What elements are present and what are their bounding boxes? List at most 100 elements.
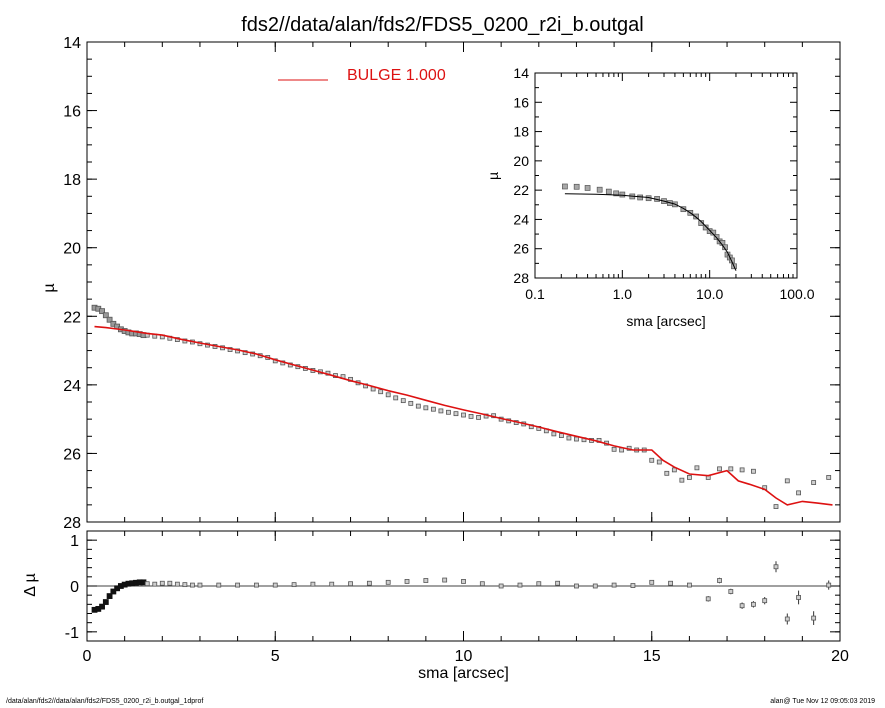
main-data-point bbox=[423, 405, 429, 411]
residual-data-point bbox=[272, 582, 278, 588]
inset-data-point bbox=[605, 188, 612, 195]
inset-data-point bbox=[619, 191, 626, 198]
main-data-point bbox=[811, 480, 817, 485]
inset-y-tick-label: 16 bbox=[513, 94, 529, 110]
main-y-tick-label: 24 bbox=[63, 378, 81, 395]
residual-data-point bbox=[197, 582, 203, 588]
residual-data-point bbox=[649, 579, 655, 585]
main-data-point bbox=[415, 403, 421, 409]
main-data-point bbox=[468, 413, 474, 419]
main-data-point bbox=[446, 409, 451, 415]
main-data-point bbox=[739, 467, 745, 473]
residual-data-point bbox=[423, 578, 429, 583]
main-data-point bbox=[408, 400, 414, 406]
main-data-point bbox=[679, 477, 685, 483]
main-y-axis-label: µ bbox=[41, 283, 58, 292]
residual-y-axis-label: Δ µ bbox=[22, 573, 39, 596]
residual-data-point bbox=[106, 593, 113, 599]
residual-data-point bbox=[216, 582, 222, 588]
residual-data-point bbox=[668, 580, 673, 586]
residual-x-tick-label: 0 bbox=[83, 648, 92, 665]
main-data-point bbox=[611, 446, 617, 452]
residual-data-point bbox=[348, 581, 353, 587]
main-model-line bbox=[94, 325, 833, 506]
inset-y-tick-label: 26 bbox=[513, 241, 529, 257]
residual-data-point bbox=[784, 616, 790, 622]
inset-data-point bbox=[562, 183, 568, 190]
residual-data-point bbox=[536, 581, 542, 587]
footer-timestamp: alan@ Tue Nov 12 09:05:03 2019 bbox=[770, 698, 875, 705]
main-data-point bbox=[385, 392, 391, 398]
inset-plot-frame bbox=[534, 72, 798, 279]
main-data-point bbox=[102, 312, 109, 319]
main-data-point bbox=[378, 389, 384, 395]
residual-data-point bbox=[592, 583, 598, 589]
residual-x-axis-label: sma [arcsec] bbox=[418, 665, 509, 682]
main-data-point bbox=[826, 475, 832, 480]
main-y-tick-label: 18 bbox=[63, 172, 81, 189]
inset-data-point bbox=[573, 183, 580, 190]
inset-data-point bbox=[710, 229, 717, 236]
inset-y-tick-label: 20 bbox=[513, 153, 529, 169]
inset-data-point bbox=[698, 220, 705, 226]
inset-data-point bbox=[637, 194, 644, 201]
main-data-point bbox=[574, 436, 579, 442]
residual-data-point bbox=[182, 582, 188, 588]
main-data-point bbox=[438, 408, 444, 414]
residual-data-point bbox=[517, 582, 523, 588]
main-y-tick-label: 14 bbox=[63, 35, 81, 52]
residual-data-point bbox=[235, 582, 241, 588]
residual-data-point bbox=[555, 580, 561, 586]
inset-x-tick-label: 0.1 bbox=[525, 286, 545, 302]
main-data-point bbox=[400, 398, 406, 404]
residual-data-point bbox=[110, 588, 117, 595]
residual-data-point bbox=[102, 599, 109, 605]
inset-data-point bbox=[702, 224, 709, 231]
inset-y-tick-label: 14 bbox=[513, 65, 529, 81]
residual-data-point bbox=[152, 581, 158, 587]
inset-data-point bbox=[693, 213, 699, 220]
main-data-point bbox=[664, 470, 670, 476]
residual-data-point bbox=[385, 579, 391, 585]
residual-data-point bbox=[826, 582, 832, 588]
inset-x-tick-label: 100.0 bbox=[779, 286, 814, 302]
main-data-point bbox=[558, 433, 564, 439]
residual-data-point bbox=[329, 581, 335, 587]
residual-data-point bbox=[310, 581, 316, 587]
inset-model-line bbox=[564, 193, 737, 271]
inset-data-point bbox=[680, 206, 687, 213]
inset-panel: 14 16 18 20 22 24 26 280.1 1.0 10.0 100.0 sma [arcs… bbox=[485, 65, 815, 329]
residual-y-tick-label: -1 bbox=[65, 625, 79, 642]
residual-data-point bbox=[762, 598, 768, 604]
main-data-point bbox=[796, 490, 801, 496]
residual-data-point bbox=[254, 582, 259, 588]
residual-data-point bbox=[796, 595, 801, 600]
main-data-point bbox=[453, 411, 459, 417]
residual-data-point bbox=[461, 579, 466, 584]
main-data-point bbox=[106, 316, 113, 323]
residual-data-point bbox=[751, 601, 756, 607]
main-y-tick-label: 28 bbox=[63, 515, 81, 532]
chart-title: fds2//data/alan/fds2/FDS5_0200_r2i_b.out… bbox=[241, 14, 644, 36]
residual-data-point bbox=[717, 578, 722, 583]
main-data-point bbox=[728, 466, 734, 472]
main-data-point bbox=[694, 465, 700, 471]
main-data-point bbox=[476, 415, 481, 420]
main-data-point bbox=[687, 475, 692, 480]
residual-data-point bbox=[479, 581, 485, 587]
residual-data-point bbox=[404, 579, 410, 584]
main-panel: 14 16 18 20 22 24 26 28 µ BULGE 1.000 bbox=[41, 35, 841, 532]
inset-y-axis-label: µ bbox=[485, 172, 501, 180]
main-y-tick-label: 22 bbox=[63, 309, 81, 326]
residual-data-point bbox=[574, 583, 579, 589]
residual-x-tick-label: 10 bbox=[455, 648, 473, 665]
inset-y-tick-label: 18 bbox=[513, 124, 529, 140]
residual-data-point bbox=[99, 603, 105, 610]
main-data-point bbox=[461, 412, 466, 418]
inset-data-point bbox=[596, 186, 603, 193]
main-data-point bbox=[751, 468, 756, 474]
main-y-tick-label: 26 bbox=[63, 446, 81, 463]
main-data-point bbox=[656, 459, 662, 465]
inset-x-tick-label: 10.0 bbox=[696, 286, 723, 302]
